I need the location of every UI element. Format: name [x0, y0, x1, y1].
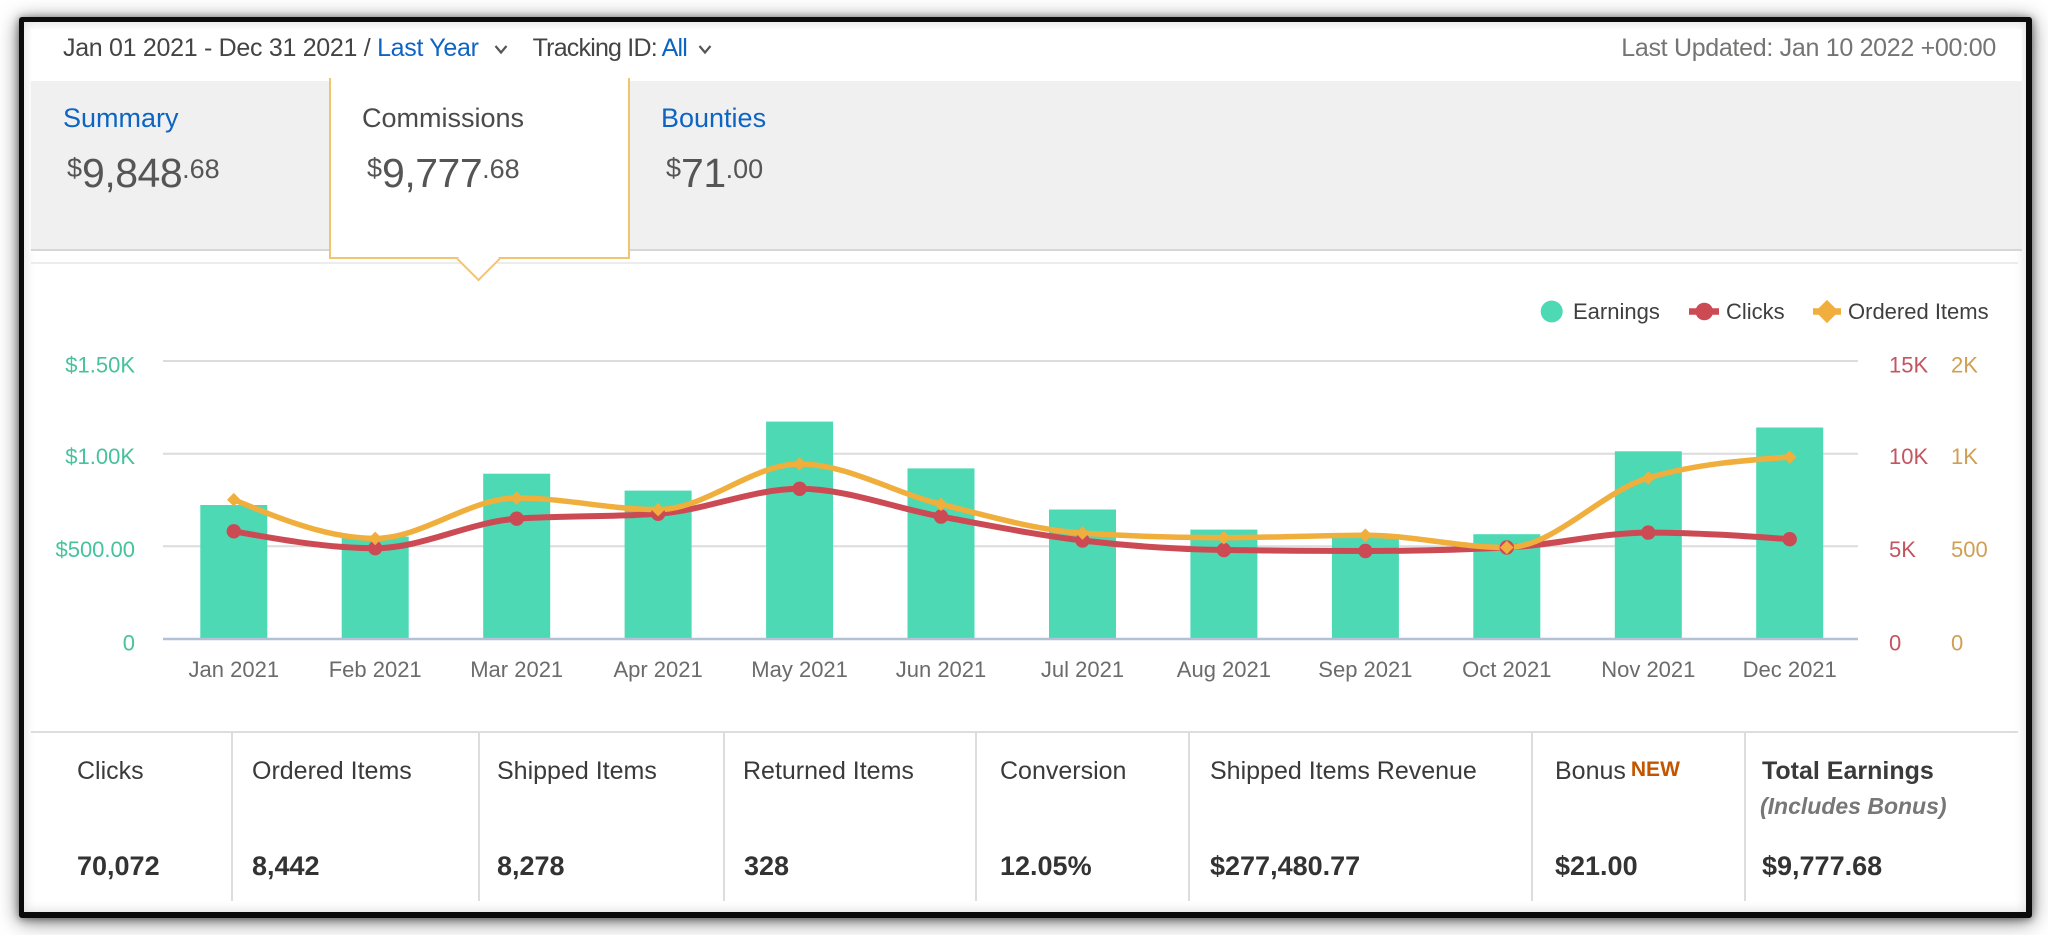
svg-text:Sep 2021: Sep 2021 [1318, 657, 1412, 682]
svg-text:$1.00K: $1.00K [65, 444, 135, 469]
svg-text:Mar 2021: Mar 2021 [470, 657, 563, 682]
svg-text:Jul 2021: Jul 2021 [1041, 657, 1124, 682]
svg-text:Clicks: Clicks [1726, 299, 1785, 324]
svg-text:5K: 5K [1889, 537, 1916, 562]
svg-text:1K: 1K [1951, 444, 1978, 469]
svg-text:Nov 2021: Nov 2021 [1601, 657, 1695, 682]
svg-text:Apr 2021: Apr 2021 [613, 657, 702, 682]
svg-text:0: 0 [1951, 631, 1963, 656]
svg-text:0: 0 [1889, 631, 1901, 656]
svg-text:10K: 10K [1889, 444, 1928, 469]
svg-text:May 2021: May 2021 [751, 657, 848, 682]
svg-text:Dec 2021: Dec 2021 [1743, 657, 1837, 682]
svg-text:15K: 15K [1889, 353, 1928, 378]
svg-text:$500.00: $500.00 [55, 537, 135, 562]
svg-text:Earnings: Earnings [1573, 299, 1660, 324]
svg-text:Jun 2021: Jun 2021 [896, 657, 987, 682]
svg-text:Oct 2021: Oct 2021 [1462, 657, 1551, 682]
svg-text:0: 0 [123, 631, 135, 656]
svg-text:Ordered Items: Ordered Items [1848, 299, 1989, 324]
svg-text:Feb 2021: Feb 2021 [329, 657, 422, 682]
svg-text:$1.50K: $1.50K [65, 353, 135, 378]
svg-text:2K: 2K [1951, 353, 1978, 378]
svg-text:500: 500 [1951, 537, 1988, 562]
svg-text:Jan 2021: Jan 2021 [189, 657, 280, 682]
svg-text:Aug 2021: Aug 2021 [1177, 657, 1271, 682]
